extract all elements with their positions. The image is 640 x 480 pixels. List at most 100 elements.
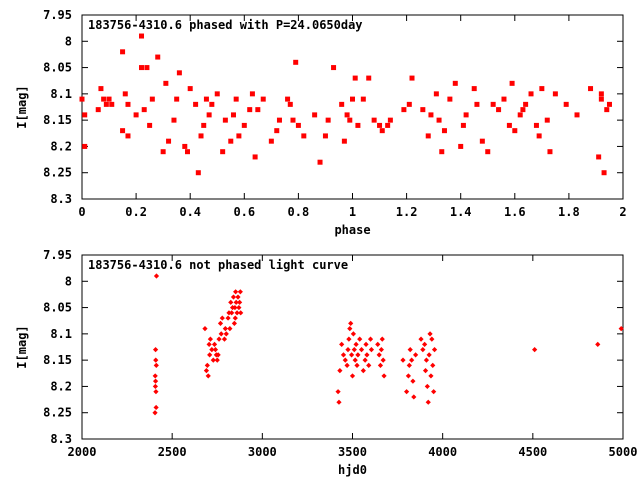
data-point [153, 389, 159, 395]
data-point [604, 107, 610, 113]
x-tick-label: 3500 [338, 445, 367, 459]
data-point [207, 352, 213, 358]
data-point [301, 133, 307, 139]
data-point [106, 96, 112, 102]
data-point [520, 107, 526, 113]
data-point [337, 368, 343, 374]
data-point [436, 117, 442, 123]
x-tick-label: 1 [349, 205, 356, 219]
data-point [95, 107, 101, 113]
data-point [163, 80, 169, 86]
data-point [82, 143, 88, 149]
data-point [350, 96, 355, 102]
data-point [226, 310, 232, 316]
data-point [348, 320, 354, 326]
x-tick-label: 4000 [428, 445, 457, 459]
data-point [353, 341, 359, 347]
data-point [202, 326, 208, 332]
data-point [547, 149, 553, 155]
data-point [422, 341, 428, 347]
data-point [139, 33, 145, 39]
data-point [424, 383, 430, 390]
data-point [380, 357, 386, 363]
data-point [207, 336, 213, 342]
data-point [418, 336, 424, 342]
unphased-light-curve-plot: 2000 2500 3000 3500 4000 4500 5000 7.95 8 8.05 8.1… [15, 248, 637, 477]
data-point [295, 122, 301, 128]
data-point [425, 133, 431, 139]
data-point [409, 357, 415, 363]
plot-frame [81, 254, 624, 440]
data-point [413, 352, 419, 358]
data-point [214, 357, 220, 363]
data-point [203, 96, 209, 102]
data-point [536, 133, 542, 139]
data-point [433, 91, 439, 97]
data-point [229, 310, 235, 316]
data-point [222, 117, 228, 123]
y-axis-label: I[mag] [15, 325, 29, 368]
data-point [355, 122, 361, 128]
data-point [201, 122, 207, 128]
data-point [206, 112, 212, 118]
data-point [166, 138, 172, 144]
data-point [574, 112, 580, 118]
data-point [109, 101, 115, 107]
data-point [228, 299, 234, 305]
data-point [203, 368, 210, 374]
data-point [230, 112, 236, 118]
data-point [241, 122, 247, 128]
data-point [312, 112, 318, 118]
data-point [367, 336, 374, 342]
data-point [431, 389, 437, 395]
x-tick-label: 0 [78, 205, 85, 219]
data-point [347, 326, 353, 332]
data-point [441, 128, 447, 134]
x-tick-label: 2 [619, 205, 626, 219]
data-point [122, 91, 128, 97]
x-tick-label: 1.8 [558, 205, 580, 219]
data-point [420, 347, 426, 353]
data-point [147, 122, 153, 128]
data-point [349, 373, 356, 379]
data-point [532, 347, 538, 353]
data-point [379, 128, 385, 134]
data-point [139, 65, 145, 71]
data-point [360, 96, 366, 102]
data-point [598, 91, 604, 97]
y-tick-label: 7.95 [43, 8, 72, 22]
y-tick-label: 8.25 [43, 166, 72, 180]
data-point [232, 304, 238, 311]
data-point [176, 70, 182, 76]
data-point [490, 101, 496, 107]
data-point [149, 96, 155, 102]
data-point [276, 117, 282, 123]
data-point [376, 352, 382, 358]
data-point [187, 86, 193, 92]
x-tick-label: 0.8 [288, 205, 310, 219]
data-point [425, 399, 431, 405]
data-point [528, 91, 534, 97]
data-point [358, 347, 365, 353]
data-point [215, 352, 221, 358]
data-point [325, 117, 331, 123]
x-tick-label: 2000 [68, 445, 97, 459]
data-point [350, 331, 357, 337]
data-point [501, 96, 507, 102]
data-point [485, 149, 491, 155]
data-point [407, 347, 413, 353]
data-point [211, 341, 218, 347]
data-point [133, 112, 139, 118]
data-point [82, 112, 88, 118]
data-point [368, 347, 375, 353]
data-point [218, 331, 224, 337]
data-point [406, 362, 412, 368]
data-point [339, 341, 345, 347]
data-point [381, 373, 387, 379]
x-tick-label: 1.6 [504, 205, 526, 219]
data-point [236, 133, 242, 139]
data-point [404, 389, 410, 395]
data-point [237, 289, 243, 295]
phased-light-curve-plot: 0 0.2 0.4 0.6 0.8 1 1.2 1.4 1.6 1.8 2 7.95 8 8.05 8.1 8… [15, 8, 627, 237]
